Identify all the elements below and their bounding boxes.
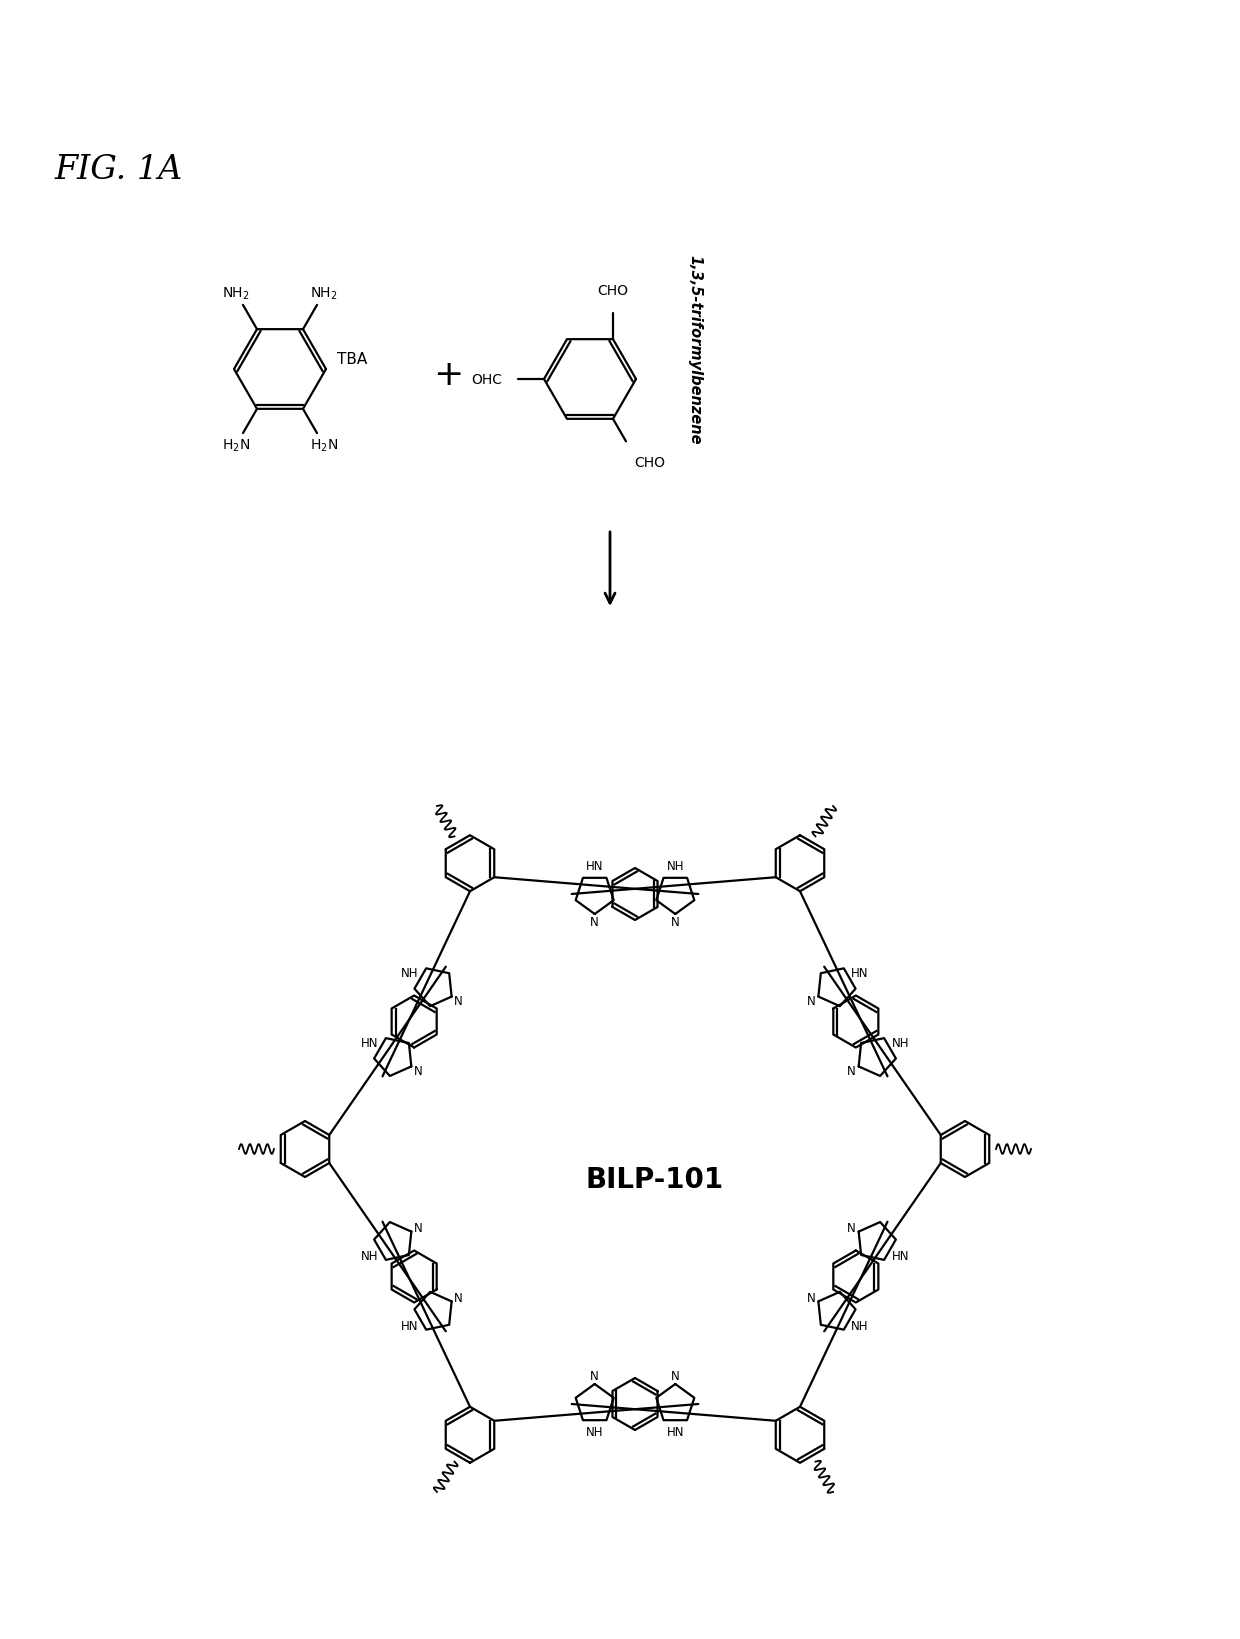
Text: HN: HN: [667, 1426, 684, 1439]
Text: FIG. 1A: FIG. 1A: [55, 154, 184, 185]
Text: 1,3,5-triformylbenzene: 1,3,5-triformylbenzene: [687, 256, 703, 444]
Text: CHO: CHO: [598, 284, 629, 298]
Text: HN: HN: [402, 1319, 419, 1333]
Text: N: N: [847, 1064, 856, 1077]
Text: NH$_2$: NH$_2$: [310, 285, 337, 302]
Text: N: N: [671, 1370, 680, 1383]
Text: N: N: [414, 1064, 423, 1077]
Text: HN: HN: [361, 1036, 378, 1049]
Text: N: N: [454, 1292, 463, 1305]
Text: NH: NH: [361, 1249, 378, 1262]
Text: HN: HN: [851, 967, 869, 980]
Text: NH: NH: [402, 967, 419, 980]
Text: NH$_2$: NH$_2$: [222, 285, 249, 302]
Text: HN: HN: [587, 860, 604, 874]
Text: CHO: CHO: [634, 456, 665, 470]
Text: H$_2$N: H$_2$N: [310, 438, 339, 454]
Text: TBA: TBA: [337, 352, 367, 367]
Text: NH: NH: [851, 1319, 869, 1333]
Text: N: N: [454, 995, 463, 1008]
Text: BILP-101: BILP-101: [587, 1165, 724, 1193]
Text: HN: HN: [892, 1249, 909, 1262]
Text: H$_2$N: H$_2$N: [222, 438, 250, 454]
Text: N: N: [590, 1370, 599, 1383]
Text: N: N: [807, 995, 816, 1008]
Text: N: N: [807, 1292, 816, 1305]
Text: NH: NH: [892, 1036, 909, 1049]
Text: NH: NH: [587, 1426, 604, 1439]
Text: N: N: [671, 916, 680, 929]
Text: N: N: [847, 1221, 856, 1234]
Text: N: N: [590, 916, 599, 929]
Text: +: +: [433, 357, 464, 392]
Text: N: N: [414, 1221, 423, 1234]
Text: OHC: OHC: [471, 372, 502, 387]
Text: NH: NH: [667, 860, 684, 874]
